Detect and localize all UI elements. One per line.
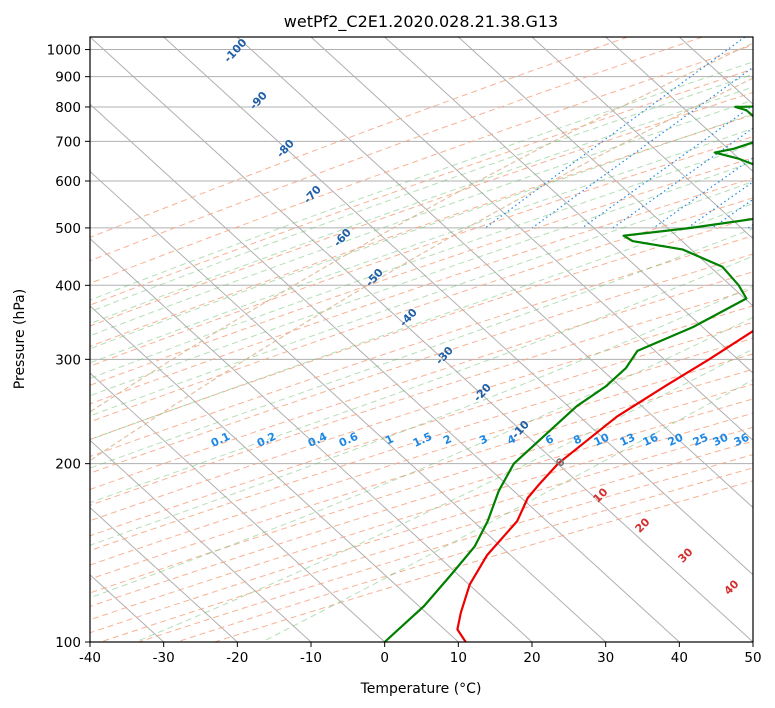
y-tick-label: 200 [55,457,81,473]
y-tick-label: 100 [55,635,81,651]
isotherm-gridline [605,37,753,173]
mixing-ratio-label: 30 [711,431,731,449]
isotherm-gridline [384,37,753,374]
y-tick-label: 1000 [47,43,81,59]
chart-title: wetPf2_C2E1.2020.028.21.38.G13 [284,12,558,32]
moist-adiabat-line [135,348,753,642]
y-tick-label: 500 [55,221,81,237]
x-tick-label: -10 [300,650,322,666]
moist-adiabat-line [90,61,753,301]
plot-frame [89,36,754,643]
mixing-ratio-label: 13 [618,431,637,449]
isotherm-gridline [90,305,459,642]
moist-adiabat-line [90,255,753,504]
isotherm-gridline [90,506,238,642]
isotherm-gridline [90,237,533,642]
dry-adiabat-line [90,68,753,306]
dry-adiabat-line [90,383,753,594]
x-tick-label: 50 [744,650,761,666]
equivalent-potential-temperature-line [90,77,753,462]
moist-adiabat-line [90,73,753,313]
dry-adiabat-line [90,37,628,238]
isotherm-gridline [457,37,753,307]
x-tick-label: -20 [226,650,248,666]
isotherm-gridline [236,37,753,509]
moist-adiabat-line [90,113,753,350]
mixing-ratio-label: 10 [592,431,612,449]
y-tick-label: 600 [55,174,81,190]
mixing-ratio-line [653,157,753,229]
isotherm-gridline [90,439,312,642]
y-axis-label: Pressure (hPa) [12,289,28,389]
y-tick-label: 300 [55,352,81,368]
dry-adiabat-line [90,37,703,262]
x-tick-label: -30 [153,650,175,666]
y-tick-label: 900 [55,70,81,86]
dry-adiabat-line [90,44,753,284]
isotherm-gridline [163,37,753,576]
mixing-ratio-label: 16 [641,431,661,449]
dry-adiabat-line [90,271,753,490]
moist-adiabat-line [261,379,753,642]
mixing-ratio-label: 25 [691,431,710,449]
x-tick-label: 0 [380,650,389,666]
dry-adiabat-line [90,353,753,566]
isotherm-gridline [90,37,753,642]
dry-adiabat-line [90,177,753,405]
dry-adiabat-line [90,321,753,537]
x-tick-label: 10 [450,650,467,666]
dry-adiabat-line [90,305,753,522]
dewpoint-profile-line [383,105,753,642]
y-tick-label: 700 [55,134,81,150]
equivalent-potential-temperature-line [90,42,753,413]
isotherm-gridline [90,103,680,642]
mixing-ratio-label: 20 [666,431,686,449]
moist-adiabat-line [90,161,753,397]
x-axis-label: Temperature (°C) [360,681,482,697]
isotherm-gridline [90,372,386,642]
x-tick-label: 30 [597,650,614,666]
dry-adiabat-line [90,216,753,440]
y-tick-label: 800 [55,100,81,116]
mixing-ratio-label: 36 [732,431,752,449]
dry-adiabat-line [90,253,753,474]
x-tick-label: 40 [671,650,688,666]
isotherm-gridline [310,37,753,442]
temperature-profile-line [456,329,753,642]
y-tick-label: 400 [55,278,81,294]
x-tick-label: -40 [79,650,101,666]
dry-adiabat-line [90,114,753,347]
x-tick-label: 20 [523,650,540,666]
isotherm-gridline [90,170,607,642]
